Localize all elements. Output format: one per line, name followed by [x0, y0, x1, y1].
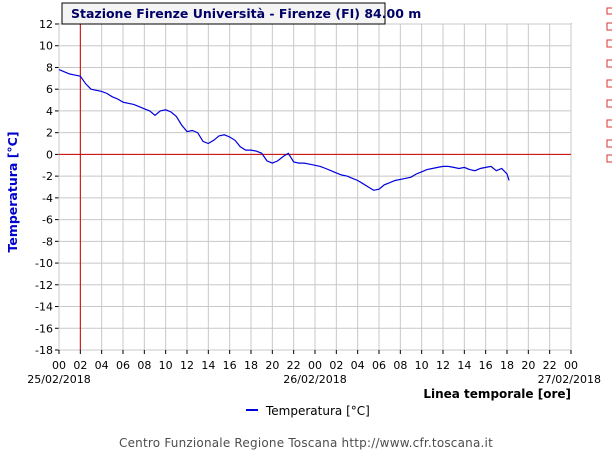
x-tick-label: 06 — [116, 359, 130, 372]
y-axis-label: Temperatura [°C] — [5, 131, 20, 252]
x-tick-label: 14 — [457, 359, 471, 372]
x-tick-label: 18 — [244, 359, 258, 372]
date-label: 27/02/2018 — [538, 373, 601, 386]
date-labels: 25/02/2018 26/02/2018 27/02/2018 — [27, 373, 601, 386]
y-tick-label: -2 — [42, 170, 53, 183]
x-tick-labels: 00 02 04 06 08 10 12 14 16 18 20 22 00 02 04 06 08 10 12 14… — [52, 359, 578, 372]
x-tick-label: 08 — [137, 359, 151, 372]
x-tick-label: 20 — [521, 359, 535, 372]
x-tick-label: 02 — [329, 359, 343, 372]
reference-lines — [59, 24, 571, 350]
x-tick-label: 02 — [73, 359, 87, 372]
y-tick-label: -16 — [35, 322, 53, 335]
y-tick-label: -10 — [35, 257, 53, 270]
y-tick-label: 2 — [46, 127, 53, 140]
x-tick-label: 04 — [351, 359, 365, 372]
x-tick-label: 00 — [308, 359, 322, 372]
y-tick-label: 12 — [39, 18, 53, 31]
legend-label: Temperatura [°C] — [265, 404, 370, 418]
y-tick-label: 6 — [46, 83, 53, 96]
x-tick-label: 18 — [500, 359, 514, 372]
x-tick-label: 12 — [436, 359, 450, 372]
title-box — [61, 2, 386, 25]
y-tick-label: 8 — [46, 61, 53, 74]
y-tick-label: -18 — [35, 344, 53, 357]
right-edge-markers — [606, 7, 612, 163]
x-tick-label: 16 — [223, 359, 237, 372]
x-axis-label: Linea temporale [ore] — [423, 387, 571, 401]
x-tick-label: 10 — [415, 359, 429, 372]
x-tick-label: 16 — [479, 359, 493, 372]
x-tick-label: 06 — [372, 359, 386, 372]
legend: Temperatura [°C] — [246, 404, 370, 418]
chart-title: Stazione Firenze Università - Firenze (F… — [71, 6, 421, 21]
y-tick-label: -8 — [42, 235, 53, 248]
y-tick-label: -12 — [35, 279, 53, 292]
x-tick-label: 10 — [159, 359, 173, 372]
x-tick-label: 12 — [180, 359, 194, 372]
x-tick-label: 22 — [287, 359, 301, 372]
x-tick-label: 22 — [543, 359, 557, 372]
date-label: 26/02/2018 — [283, 373, 346, 386]
y-tick-label: -6 — [42, 214, 53, 227]
y-tick-label: 10 — [39, 40, 53, 53]
x-tick-label: 08 — [393, 359, 407, 372]
y-tick-label: -14 — [35, 301, 53, 314]
y-tick-label: 4 — [46, 105, 53, 118]
x-tick-label: 00 — [564, 359, 578, 372]
y-tick-label: -4 — [42, 192, 53, 205]
y-tick-labels: 12 10 8 6 4 2 0 -2 -4 -6 -8 -10 -12 -14 -16 -18 — [35, 18, 53, 357]
x-tick-label: 00 — [52, 359, 66, 372]
y-tick-label: 0 — [46, 148, 53, 161]
x-tick-label: 04 — [95, 359, 109, 372]
temperature-series-line — [58, 69, 510, 191]
x-tick-label: 14 — [201, 359, 215, 372]
x-tick-label: 20 — [265, 359, 279, 372]
footer-credit: Centro Funzionale Regione Toscana http:/… — [119, 436, 493, 450]
date-label: 25/02/2018 — [27, 373, 90, 386]
